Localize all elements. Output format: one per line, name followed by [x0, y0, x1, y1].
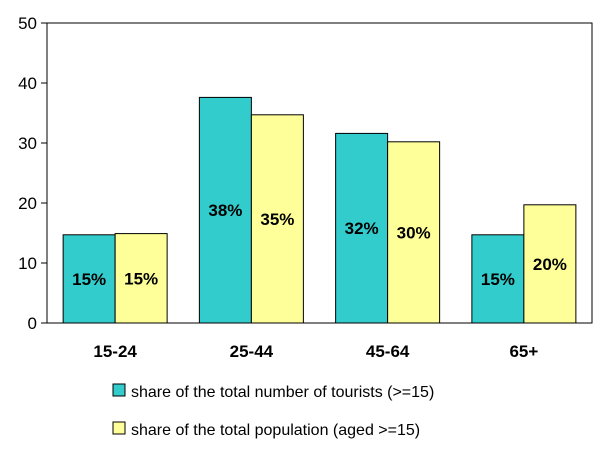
legend-label-2: share of the total population (aged >=15…: [131, 422, 420, 439]
x-axis: 15-24 25-44 45-64 65+: [93, 342, 538, 361]
data-label: 20%: [533, 255, 567, 274]
data-label: 35%: [260, 210, 294, 229]
bar-series-2: [387, 141, 441, 324]
y-tick-label: 0: [28, 314, 37, 333]
legend-label-1: share of the total number of tourists (>…: [131, 384, 434, 401]
y-tick-label: 30: [18, 134, 37, 153]
bar-series-2: [250, 114, 304, 324]
y-axis: 0 10 20 30 40 50: [18, 14, 47, 333]
data-label: 15%: [72, 270, 106, 289]
data-label: 15%: [481, 270, 515, 289]
y-tick-label: 40: [18, 74, 37, 93]
data-labels: 15% 15% 38% 35% 32% 30% 15% 20%: [72, 201, 567, 289]
x-category-label: 65+: [509, 342, 538, 361]
y-tick-label: 20: [18, 194, 37, 213]
bar-series-2: [114, 233, 168, 324]
x-category-label: 25-44: [230, 342, 274, 361]
bar-series-1: [198, 96, 252, 324]
y-tick-label: 10: [18, 254, 37, 273]
x-category-label: 45-64: [366, 342, 410, 361]
data-label: 32%: [345, 219, 379, 238]
legend-swatch-2: [112, 421, 126, 435]
data-label: 38%: [208, 201, 242, 220]
data-label: 30%: [397, 223, 431, 242]
data-label: 15%: [124, 269, 158, 288]
y-tick-label: 50: [18, 14, 37, 33]
bar-series-2: [523, 204, 577, 324]
bar-series-1: [335, 132, 389, 324]
legend-swatch-1: [112, 383, 126, 397]
bar-series-1: [471, 234, 525, 324]
legend: share of the total number of tourists (>…: [112, 383, 434, 439]
bars: [62, 96, 577, 324]
x-category-label: 15-24: [93, 342, 137, 361]
